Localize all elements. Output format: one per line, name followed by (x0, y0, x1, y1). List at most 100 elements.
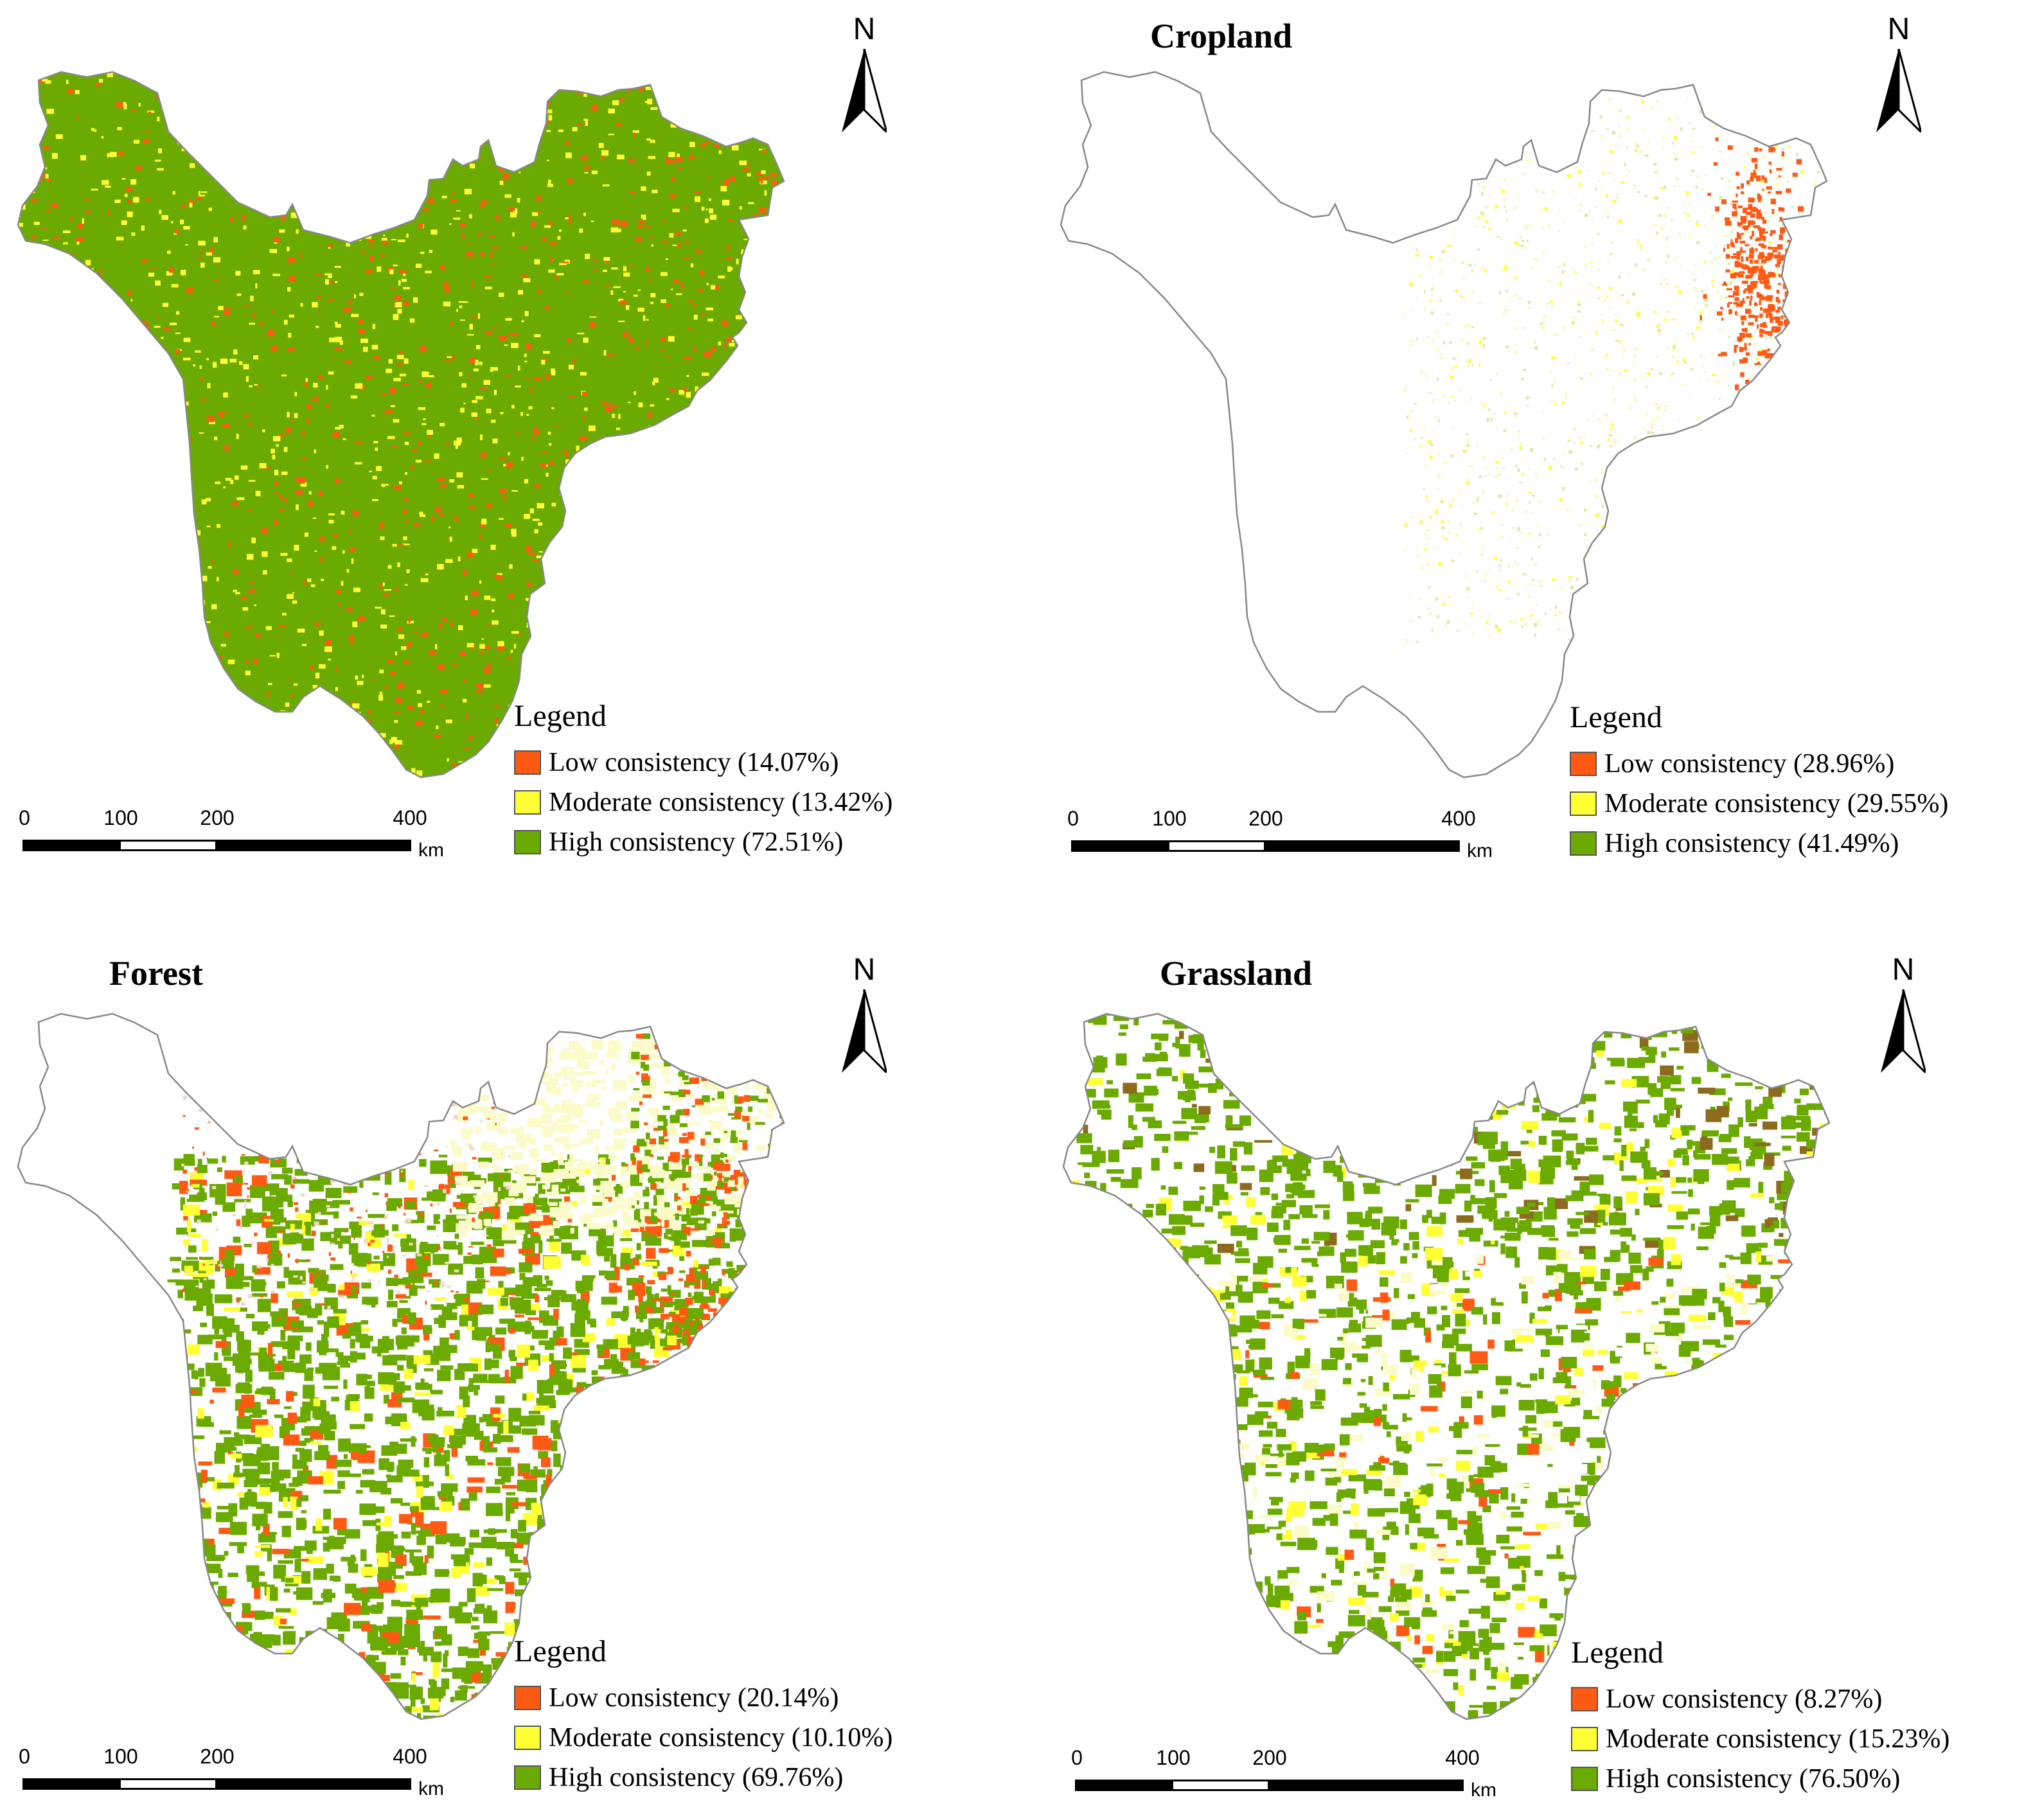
high-consistency-patch (1517, 468, 1520, 472)
low-consistency-patch (1768, 308, 1771, 311)
moderate-consistency-patch (378, 1160, 389, 1172)
high-consistency-patch (1567, 362, 1570, 364)
moderate-consistency-patch (1664, 318, 1667, 321)
low-consistency-patch (1763, 280, 1769, 285)
moderate-consistency-patch (1657, 531, 1661, 535)
moderate-consistency-patch (1486, 621, 1489, 624)
moderate-consistency-patch (1802, 641, 1805, 645)
moderate-consistency-patch (1416, 554, 1419, 558)
low-consistency-patch (764, 176, 770, 179)
moderate-consistency-patch (161, 486, 167, 489)
moderate-consistency-patch (1516, 563, 1520, 566)
moderate-consistency-patch (1701, 98, 1703, 102)
low-consistency-patch (254, 386, 262, 388)
moderate-consistency-patch (1750, 579, 1754, 584)
moderate-consistency-patch (100, 72, 107, 73)
moderate-consistency-patch (650, 107, 658, 110)
moderate-consistency-patch (736, 667, 740, 671)
moderate-consistency-patch (287, 558, 292, 562)
low-consistency-patch (477, 689, 483, 693)
moderate-consistency-patch (1404, 549, 1407, 552)
high-consistency-patch (768, 1597, 784, 1611)
high-consistency-patch (486, 1486, 501, 1494)
low-consistency-patch (1745, 352, 1750, 356)
moderate-consistency-patch (479, 362, 483, 366)
moderate-consistency-patch (1493, 556, 1498, 560)
low-consistency-patch (1753, 170, 1755, 173)
moderate-consistency-patch (1630, 463, 1633, 465)
low-consistency-patch (599, 606, 603, 609)
moderate-consistency-patch (85, 260, 91, 266)
moderate-consistency-patch (1451, 204, 1455, 208)
scale-unit: km (418, 840, 444, 861)
moderate-consistency-patch (101, 136, 104, 139)
moderate-consistency-patch (249, 322, 255, 325)
moderate-consistency-patch (1790, 395, 1795, 398)
low-consistency-patch (290, 572, 294, 574)
moderate-consistency-patch (422, 423, 427, 425)
moderate-consistency-patch (1727, 186, 1731, 189)
moderate-consistency-patch (242, 155, 245, 157)
low-consistency-patch (1762, 133, 1765, 136)
low-consistency-patch (357, 319, 364, 324)
moderate-consistency-patch (155, 472, 163, 477)
moderate-consistency-patch (42, 239, 49, 241)
low-consistency-patch (1785, 266, 1788, 269)
moderate-consistency-patch (18, 104, 21, 109)
moderate-consistency-patch (434, 130, 442, 136)
moderate-consistency-patch (380, 536, 385, 540)
moderate-consistency-patch (710, 215, 717, 220)
moderate-consistency-patch (102, 354, 105, 359)
low-consistency-patch (254, 182, 258, 187)
moderate-consistency-patch (1804, 205, 1807, 207)
low-consistency-patch (364, 211, 369, 215)
moderate-consistency-patch (39, 450, 42, 455)
moderate-consistency-patch (1505, 503, 1508, 506)
low-consistency-patch (471, 281, 474, 287)
high-consistency-patch (1690, 368, 1694, 371)
high-consistency-patch (374, 1689, 385, 1699)
low-consistency-patch (172, 98, 176, 101)
high-consistency-patch (1516, 125, 1518, 128)
moderate-consistency-patch (1444, 249, 1447, 251)
moderate-consistency-patch (1567, 124, 1570, 126)
moderate-consistency-patch (772, 609, 779, 614)
moderate-consistency-patch (546, 472, 549, 477)
moderate-consistency-patch (1640, 244, 1642, 247)
moderate-consistency-patch (91, 471, 97, 477)
moderate-consistency-patch (1746, 152, 1750, 156)
low-consistency-patch (736, 362, 740, 364)
moderate-consistency-patch (238, 1683, 244, 1697)
low-consistency-patch (27, 188, 30, 192)
high-consistency-patch (740, 1287, 750, 1300)
low-consistency-patch (1737, 274, 1744, 278)
high-consistency-patch (1620, 500, 1624, 502)
low-consistency-patch (567, 178, 573, 184)
moderate-consistency-patch (529, 508, 535, 513)
low-consistency-patch (534, 376, 542, 381)
moderate-consistency-patch (686, 392, 691, 398)
low-consistency-patch (780, 515, 784, 520)
moderate-consistency-patch (1674, 344, 1678, 346)
low-consistency-patch (1782, 105, 1786, 110)
moderate-consistency-patch (1595, 495, 1599, 498)
moderate-consistency-patch (189, 202, 193, 208)
moderate-consistency-patch (1607, 438, 1610, 442)
moderate-consistency-patch (727, 266, 731, 272)
low-consistency-patch (115, 750, 118, 754)
high-consistency-patch (710, 1350, 727, 1365)
low-consistency-patch (400, 87, 405, 94)
low-consistency-patch (199, 88, 207, 90)
moderate-consistency-patch (582, 630, 586, 637)
high-consistency-patch (189, 1595, 200, 1604)
moderate-consistency-patch (84, 558, 91, 563)
moderate-consistency-patch (1469, 464, 1473, 468)
low-consistency-patch (1744, 342, 1747, 348)
high-consistency-patch (1601, 504, 1604, 508)
high-consistency-patch (260, 1544, 272, 1552)
high-consistency-patch (1609, 434, 1613, 437)
moderate-consistency-patch (1743, 459, 1746, 462)
high-consistency-patch (1696, 241, 1700, 244)
high-consistency-patch (1719, 397, 1721, 400)
high-consistency-patch (1721, 177, 1724, 180)
